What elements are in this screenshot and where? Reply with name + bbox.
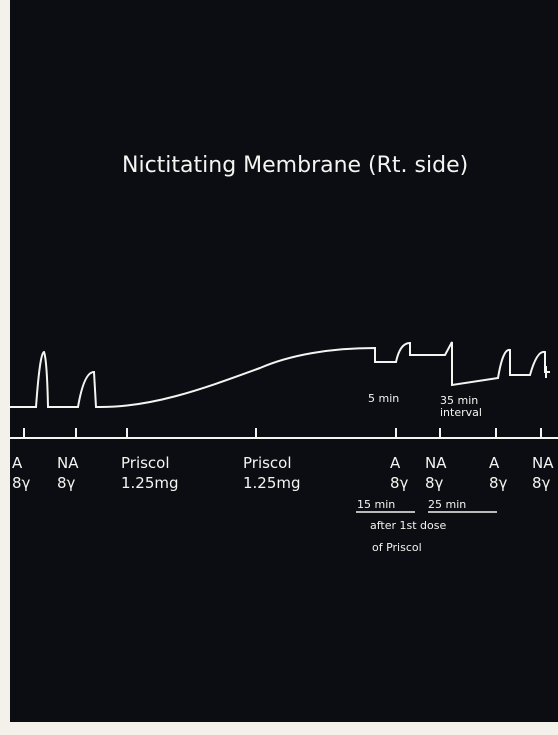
annotation: 25 min xyxy=(428,498,466,511)
title: Nictitating Membrane (Rt. side) xyxy=(122,153,468,178)
annotation: interval xyxy=(440,406,482,419)
event-dose: 1.25mg xyxy=(243,474,301,492)
annotation: of Priscol xyxy=(372,541,422,554)
annotation: 5 min xyxy=(368,392,399,405)
event-drug: A xyxy=(390,454,401,472)
event-drug: Priscol xyxy=(243,454,292,472)
event-dose: 8γ xyxy=(425,474,444,492)
annotation: after 1st dose xyxy=(370,519,447,532)
event-dose: 8γ xyxy=(12,474,31,492)
annotation: 15 min xyxy=(357,498,395,511)
event-dose: 1.25mg xyxy=(121,474,179,492)
background xyxy=(10,0,558,722)
event-drug: NA xyxy=(57,454,79,472)
event-drug: NA xyxy=(532,454,554,472)
figure: Nictitating Membrane (Rt. side) A 8γ NA 8γ P… xyxy=(0,0,558,735)
event-drug: A xyxy=(12,454,23,472)
event-drug: NA xyxy=(425,454,447,472)
event-dose: 8γ xyxy=(57,474,76,492)
event-drug: Priscol xyxy=(121,454,170,472)
event-dose: 8γ xyxy=(532,474,551,492)
event-drug: A xyxy=(489,454,500,472)
event-dose: 8γ xyxy=(489,474,508,492)
event-dose: 8γ xyxy=(390,474,409,492)
